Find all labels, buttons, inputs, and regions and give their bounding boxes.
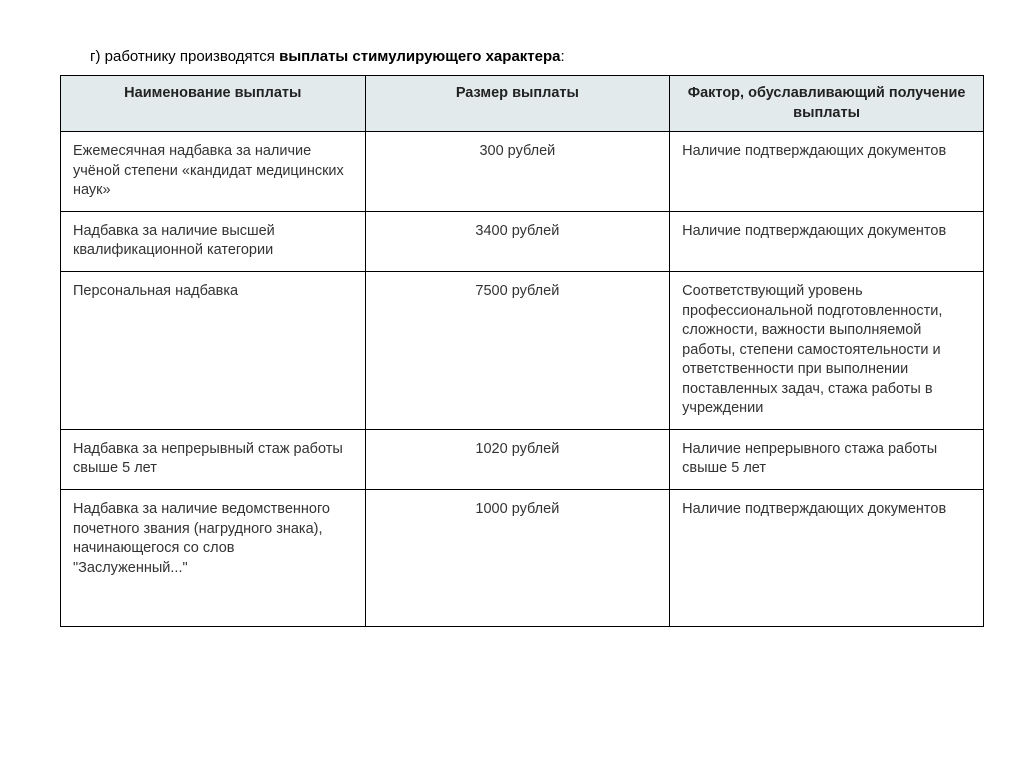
heading-bold: выплаты стимулирующего характера	[279, 48, 560, 65]
cell-name: Надбавка за непрерывный стаж работы свыш…	[61, 429, 366, 489]
col-header-amount: Размер выплаты	[365, 76, 670, 132]
heading-prefix: г) работнику производятся	[90, 48, 279, 65]
table-row: Надбавка за наличие ведомственного почет…	[61, 490, 984, 627]
cell-amount: 7500 рублей	[365, 271, 670, 429]
col-header-factor: Фактор, обуславливающий получение выплат…	[670, 76, 984, 132]
cell-factor: Наличие подтверждающих документов	[670, 132, 984, 212]
section-heading: г) работнику производятся выплаты стимул…	[90, 48, 984, 65]
table-row: Персональная надбавка 7500 рублей Соотве…	[61, 271, 984, 429]
payments-table: Наименование выплаты Размер выплаты Факт…	[60, 75, 984, 627]
cell-amount: 300 рублей	[365, 132, 670, 212]
cell-amount: 1020 рублей	[365, 429, 670, 489]
table-row: Надбавка за наличие высшей квалификацион…	[61, 211, 984, 271]
cell-factor: Наличие подтверждающих документов	[670, 211, 984, 271]
col-header-name: Наименование выплаты	[61, 76, 366, 132]
cell-name: Надбавка за наличие высшей квалификацион…	[61, 211, 366, 271]
cell-name: Персональная надбавка	[61, 271, 366, 429]
table-header-row: Наименование выплаты Размер выплаты Факт…	[61, 76, 984, 132]
cell-amount: 1000 рублей	[365, 490, 670, 627]
table-row: Ежемесячная надбавка за наличие учёной с…	[61, 132, 984, 212]
table-row: Надбавка за непрерывный стаж работы свыш…	[61, 429, 984, 489]
heading-suffix: :	[560, 48, 564, 65]
cell-factor: Соответствующий уровень профессиональной…	[670, 271, 984, 429]
cell-amount: 3400 рублей	[365, 211, 670, 271]
cell-name: Ежемесячная надбавка за наличие учёной с…	[61, 132, 366, 212]
cell-name: Надбавка за наличие ведомственного почет…	[61, 490, 366, 627]
cell-factor: Наличие подтверждающих документов	[670, 490, 984, 627]
cell-factor: Наличие непрерывного стажа работы свыше …	[670, 429, 984, 489]
